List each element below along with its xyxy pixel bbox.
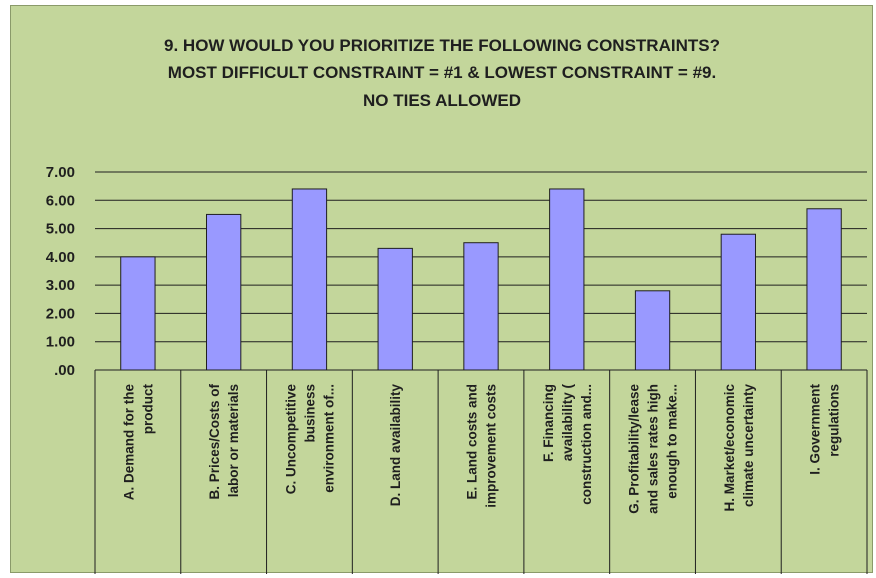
- y-tick-label: 5.00: [46, 221, 75, 238]
- bar: [549, 188, 585, 371]
- category-label: enough to make...: [665, 384, 680, 499]
- bar: [120, 256, 156, 371]
- category-label: A. Demand for the: [121, 384, 136, 501]
- x-axis: [94, 370, 868, 574]
- bar: [291, 188, 328, 371]
- category-label: G. Profitability/lease: [627, 384, 642, 514]
- category-label: product: [140, 384, 155, 435]
- bar: [206, 213, 242, 371]
- category-label: B. Prices/Costs of: [207, 384, 222, 500]
- category-label: regulations: [827, 384, 842, 457]
- y-tick-label: 2.00: [46, 305, 75, 322]
- category-label: availability (: [560, 384, 575, 462]
- category-label: and sales rates high: [646, 384, 661, 514]
- category-label: climate uncertainty: [741, 384, 756, 508]
- bar: [377, 247, 413, 371]
- chart-title-line: NO TIES ALLOWED: [363, 91, 521, 110]
- y-tick-label: 4.00: [46, 249, 75, 266]
- category-label: environment of...: [321, 384, 336, 493]
- category-label: D. Land availability: [388, 384, 403, 507]
- category-label: business: [302, 384, 317, 443]
- category-label: C. Uncompetitive: [283, 384, 298, 495]
- category-label: H. Market/economic: [722, 384, 737, 512]
- x-axis-labels: A. Demand for the product B. Prices/Costs …: [121, 384, 841, 514]
- bars: [120, 188, 842, 371]
- chart-title-line: MOST DIFFICULT CONSTRAINT = #1 & LOWEST …: [168, 63, 716, 82]
- y-tick-label: 1.00: [46, 334, 75, 351]
- chart-title-line: 9. HOW WOULD YOU PRIORITIZE THE FOLLOWIN…: [164, 36, 720, 55]
- category-label: construction and...: [579, 384, 594, 505]
- bar-chart: 9. HOW WOULD YOU PRIORITIZE THE FOLLOWIN…: [46, 36, 868, 574]
- y-tick-label: 7.00: [46, 164, 75, 181]
- category-label: E. Land costs and: [465, 384, 480, 500]
- category-label: labor or materials: [226, 384, 241, 497]
- category-label: improvement costs: [484, 384, 499, 508]
- bar: [720, 233, 756, 371]
- y-axis-ticks: 7.00 6.00 5.00 4.00 3.00 2.00 1.00 .00: [46, 164, 75, 379]
- bar: [463, 242, 499, 371]
- bar: [806, 208, 842, 371]
- category-label: I. Government: [808, 384, 823, 475]
- y-tick-label: 6.00: [46, 192, 75, 209]
- y-tick-label: 3.00: [46, 277, 75, 294]
- y-tick-label: .00: [54, 362, 75, 379]
- chart-title: 9. HOW WOULD YOU PRIORITIZE THE FOLLOWIN…: [164, 36, 720, 110]
- bar: [634, 290, 671, 371]
- category-label: F. Financing: [541, 384, 556, 462]
- chart-area: 9. HOW WOULD YOU PRIORITIZE THE FOLLOWIN…: [10, 5, 873, 574]
